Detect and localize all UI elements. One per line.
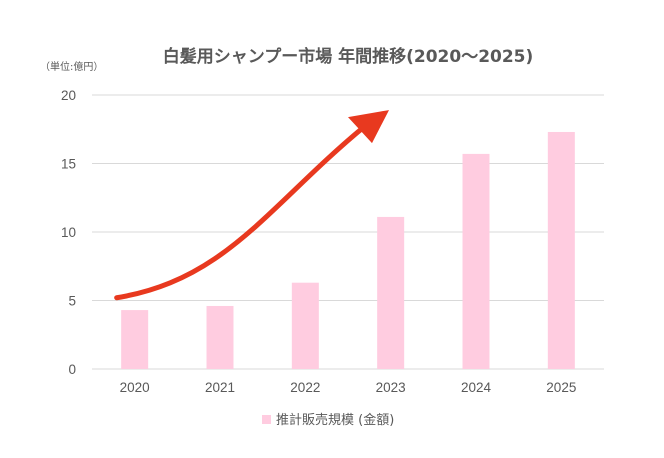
bar-2020 <box>121 310 149 369</box>
x-tick-label: 2021 <box>205 380 235 395</box>
bar-2022 <box>291 282 319 369</box>
gridlines <box>92 94 604 370</box>
chart-title: 白髪用シャンプー市場 年間推移(2020〜2025) <box>163 46 534 67</box>
bar-2024 <box>462 153 490 369</box>
y-tick-label: 5 <box>68 294 76 309</box>
y-tick-label: 20 <box>61 88 76 103</box>
x-tick-label: 2024 <box>461 380 492 395</box>
y-axis-ticks: 0 5 10 15 20 <box>61 88 76 377</box>
unit-label: （単位:億円） <box>40 60 103 73</box>
x-tick-label: 2025 <box>546 380 576 395</box>
trend-arrow-head <box>348 110 389 144</box>
bar-2023 <box>377 216 405 369</box>
y-tick-label: 0 <box>68 362 76 377</box>
legend-label: 推計販売規模 (金額) <box>276 412 394 428</box>
x-tick-label: 2023 <box>376 380 406 395</box>
legend-swatch <box>262 415 271 424</box>
x-axis-ticks: 2020 2021 2022 2023 2024 2025 <box>120 380 577 395</box>
bar-2021 <box>206 305 234 369</box>
x-tick-label: 2020 <box>120 380 150 395</box>
bars <box>121 131 575 369</box>
y-tick-label: 10 <box>61 225 76 240</box>
legend: 推計販売規模 (金額) <box>262 412 394 428</box>
x-tick-label: 2022 <box>290 380 320 395</box>
trend-arrow-shaft <box>114 123 368 301</box>
bar-2025 <box>547 131 575 369</box>
y-tick-label: 15 <box>61 157 76 172</box>
trend-arrow <box>114 110 389 301</box>
